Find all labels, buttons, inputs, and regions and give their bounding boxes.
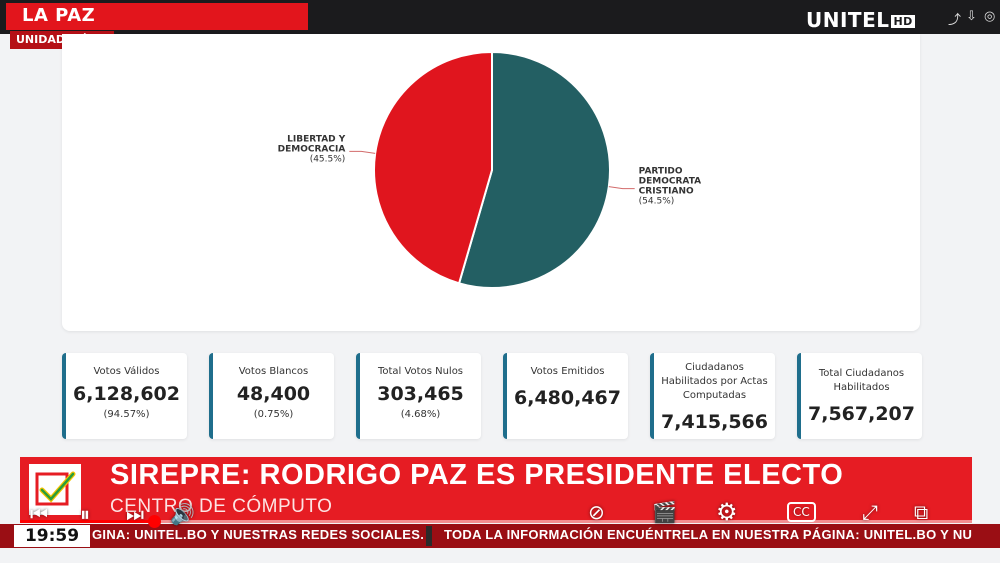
stat-card: Total Ciudadanos Habilitados 7,567,207 xyxy=(797,353,922,439)
pie-slice-0 xyxy=(457,50,611,289)
stat-percent: (0.75%) xyxy=(253,409,294,420)
pie-label-1-line-1: DEMOCRACIA xyxy=(278,144,346,154)
pie-label-0-line-3: (54.5%) xyxy=(639,197,675,207)
location-banner xyxy=(6,3,308,30)
pause-icon[interactable]: ⏸ xyxy=(80,502,90,526)
stat-value: 48,400 xyxy=(236,383,311,405)
stat-label: Total Ciudadanos Habilitados xyxy=(801,367,922,395)
logo-badge: HD xyxy=(891,15,915,28)
stat-label-line: Total Votos Nulos xyxy=(377,366,464,377)
progress-fill xyxy=(20,520,155,523)
fullscreen-icon[interactable]: ⤢ xyxy=(862,500,878,524)
pie-label-1-line-2: (45.5%) xyxy=(310,154,346,164)
ticker-text-right: TODA LA INFORMACIÓN ENCUÉNTRELA EN NUEST… xyxy=(444,527,973,542)
stat-label-line: Habilitados por Actas xyxy=(661,376,768,387)
stat-value: 6,480,467 xyxy=(514,387,621,409)
progress-knob[interactable] xyxy=(148,515,162,528)
pie-label-0-line-2: CRISTIANO xyxy=(639,187,694,197)
stat-label-line: Computadas xyxy=(682,390,747,401)
stat-label-line: Votos Válidos xyxy=(93,366,160,377)
pie-leader-0 xyxy=(608,186,635,190)
stat-card: Votos Emitidos 6,480,467 xyxy=(503,353,628,439)
sound-icon[interactable]: 🔊 xyxy=(170,502,195,526)
pie-leader-1 xyxy=(349,150,376,154)
share-icon[interactable]: ⤴ xyxy=(948,13,962,28)
clapper-icon[interactable]: 🎬 xyxy=(652,500,677,524)
account-icon[interactable]: ◎ xyxy=(984,9,996,24)
stat-card: Ciudadanos Habilitados por Actas Computada… xyxy=(650,353,775,439)
stat-label: Votos Válidos xyxy=(66,365,187,379)
captions-icon[interactable]: CC xyxy=(787,502,816,522)
stat-label: Ciudadanos Habilitados por Actas Computada… xyxy=(654,361,775,403)
pip-icon[interactable]: ⧉ xyxy=(914,500,929,524)
ticker-bar xyxy=(0,524,1000,548)
stat-value: 7,567,207 xyxy=(808,403,915,425)
next-icon[interactable]: ⏭ xyxy=(126,502,144,526)
settings-icon[interactable]: ⚙ xyxy=(716,498,738,526)
progress-bar[interactable] xyxy=(20,515,980,528)
stat-label-line: Total Ciudadanos xyxy=(818,368,905,379)
stat-label: Votos Emitidos xyxy=(507,365,628,379)
clock: 19:59 xyxy=(14,525,90,547)
stat-label-line: Votos Blancos xyxy=(238,366,309,377)
stat-percent: (94.57%) xyxy=(103,409,150,420)
stat-label-line: Habilitados xyxy=(833,382,890,393)
logo-text: UNITEL xyxy=(806,8,890,32)
stat-value: 6,128,602 xyxy=(73,383,180,405)
ticker-text-left: GINA: UNITEL.BO Y NUESTRAS REDES SOCIALE… xyxy=(92,527,425,542)
stat-card: Votos Válidos 6,128,602 (94.57%) xyxy=(62,353,187,439)
ticker-separator xyxy=(426,526,432,546)
stat-card: Votos Blancos 48,400 (0.75%) xyxy=(209,353,334,439)
stat-label: Total Votos Nulos xyxy=(360,365,481,379)
stat-label: Votos Blancos xyxy=(213,365,334,379)
chart-card: PARTIDO DEMOCRATA CRISTIANO (54.5%) LIBERTAD… xyxy=(62,34,920,331)
location-title: LA PAZ xyxy=(22,5,96,26)
checkmark-ballot-icon xyxy=(27,462,83,517)
stat-percent: (4.68%) xyxy=(400,409,441,420)
download-icon[interactable]: ⇩ xyxy=(966,9,977,24)
pie-label-0-line-0: PARTIDO xyxy=(639,167,683,177)
headline: SIREPRE: RODRIGO PAZ ES PRESIDENTE ELECT… xyxy=(110,459,844,491)
stat-label-line: Votos Emitidos xyxy=(530,366,605,377)
lower-third-banner xyxy=(20,457,972,523)
pie-label-0-line-1: DEMOCRATA xyxy=(639,177,701,187)
prev-icon[interactable]: ⏮ xyxy=(30,502,48,526)
stat-label-line: Ciudadanos xyxy=(685,362,744,373)
stat-value: 7,415,566 xyxy=(661,411,768,433)
stat-card: Total Votos Nulos 303,465 (4.68%) xyxy=(356,353,481,439)
pie-label-1-line-0: LIBERTAD Y xyxy=(287,134,346,144)
subline: CENTRO DE CÓMPUTO xyxy=(110,496,333,517)
channel-logo: UNITEL HD xyxy=(806,8,915,32)
stat-value: 303,465 xyxy=(377,383,464,405)
clip-icon[interactable]: ⊘ xyxy=(588,500,605,524)
